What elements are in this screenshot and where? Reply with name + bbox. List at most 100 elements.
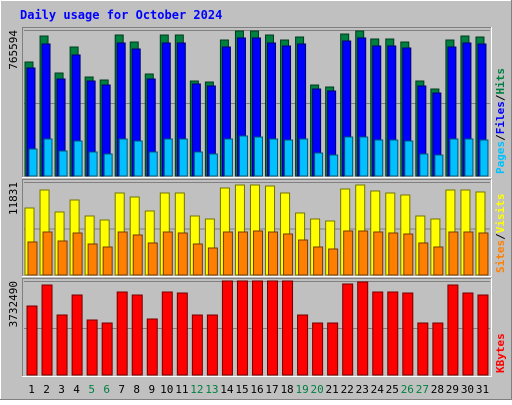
bar-pages-day-29 [449, 138, 459, 177]
bar-pages-day-1 [28, 148, 38, 177]
x-tick-label-day-9: 9 [148, 383, 155, 396]
bar-pages-day-5 [88, 151, 98, 177]
panel-max-label: 3732490 [7, 281, 20, 327]
bar-sites-day-12 [192, 243, 203, 276]
bar-sites-day-29 [448, 231, 459, 276]
bar-sites-day-7 [117, 231, 128, 276]
x-tick-label-day-15: 15 [235, 383, 248, 396]
bar-kbytes-day-20 [312, 322, 324, 376]
bar-sites-day-20 [313, 246, 324, 276]
bar-sites-day-27 [418, 242, 429, 276]
bar-kbytes-day-23 [357, 281, 369, 376]
bar-kbytes-day-4 [71, 294, 83, 376]
panel-legend: Sites/Visits [494, 194, 507, 274]
x-tick-label-day-2: 2 [43, 383, 50, 396]
x-tick-label-day-7: 7 [118, 383, 125, 396]
legend-hits: Hits [494, 68, 507, 95]
bar-sites-day-18 [283, 233, 294, 276]
x-tick-label-day-20: 20 [311, 383, 324, 396]
bar-pages-day-12 [193, 151, 203, 177]
bar-pages-day-16 [253, 136, 263, 177]
x-axis-labels: 1 2 3 4 5 6 7 8 9 10 11 12 13 14 15 16 17 18 19 20 21 22 23 24 2… [28, 383, 489, 396]
bar-pages-day-25 [389, 139, 399, 177]
x-tick-label-day-4: 4 [73, 383, 80, 396]
panel-2: 11831 Sites/Visits [7, 179, 507, 277]
bar-kbytes-day-12 [191, 314, 203, 376]
bar-sites-day-14 [222, 231, 233, 276]
x-tick-label-day-10: 10 [160, 383, 173, 396]
bar-pages-day-17 [269, 138, 279, 177]
panel-max-label: 11831 [7, 182, 20, 215]
legend-separator: / [494, 94, 507, 101]
x-tick-label-day-14: 14 [220, 383, 234, 396]
bar-sites-day-4 [72, 232, 83, 276]
bar-pages-day-11 [178, 138, 188, 177]
legend-separator: / [494, 233, 507, 240]
bar-pages-day-18 [284, 139, 294, 177]
bar-kbytes-day-5 [86, 319, 98, 376]
panels-layer: 765594Pages/Files/Hits11831Sites/Visits3… [7, 27, 507, 377]
bar-kbytes-day-25 [387, 291, 399, 376]
x-tick-label-day-31: 31 [476, 383, 489, 396]
bar-pages-day-24 [374, 139, 384, 177]
bar-sites-day-25 [388, 232, 399, 276]
x-tick-label-day-23: 23 [356, 383, 369, 396]
bar-sites-day-10 [162, 231, 173, 276]
panel-max-label: 765594 [7, 30, 20, 70]
legend-sites: Sites [494, 240, 507, 273]
bar-pages-day-27 [419, 153, 429, 177]
bar-kbytes-day-17 [267, 280, 279, 376]
x-tick-label-day-21: 21 [326, 383, 339, 396]
bar-kbytes-day-13 [206, 314, 218, 376]
bar-pages-day-6 [103, 153, 113, 177]
bar-sites-day-26 [403, 233, 414, 276]
bar-sites-day-31 [478, 232, 489, 276]
bar-kbytes-day-15 [236, 280, 248, 376]
bar-sites-day-19 [298, 239, 309, 276]
bar-kbytes-day-24 [372, 291, 384, 376]
bar-kbytes-day-29 [447, 284, 459, 376]
x-tick-label-day-1: 1 [28, 383, 35, 396]
bar-sites-day-16 [252, 230, 263, 276]
x-tick-label-day-5: 5 [88, 383, 95, 396]
x-tick-label-day-11: 11 [175, 383, 188, 396]
bar-pages-day-2 [43, 138, 53, 177]
bar-pages-day-9 [148, 151, 158, 177]
bar-kbytes-day-6 [101, 322, 113, 376]
x-tick-label-day-28: 28 [431, 383, 444, 396]
x-tick-label-day-16: 16 [250, 383, 263, 396]
legend-separator: / [494, 134, 507, 141]
bar-pages-day-19 [299, 138, 309, 177]
bar-sites-day-8 [132, 234, 143, 276]
bar-kbytes-day-16 [251, 280, 263, 376]
bar-kbytes-day-9 [146, 318, 158, 376]
x-tick-label-day-3: 3 [58, 383, 65, 396]
bar-pages-day-15 [238, 135, 248, 177]
panel-legend: Pages/Files/Hits [494, 68, 507, 174]
bar-pages-day-20 [314, 152, 324, 177]
bar-sites-day-13 [207, 247, 218, 276]
bar-pages-day-14 [223, 138, 233, 177]
bar-kbytes-day-26 [402, 292, 414, 376]
bar-pages-day-28 [434, 154, 444, 177]
bar-kbytes-day-8 [131, 294, 143, 376]
bar-kbytes-day-14 [221, 280, 233, 376]
x-tick-label-day-24: 24 [371, 383, 385, 396]
bar-kbytes-day-31 [477, 294, 489, 376]
bar-pages-day-31 [479, 139, 489, 177]
bar-pages-day-30 [464, 138, 474, 177]
bar-kbytes-day-18 [282, 280, 294, 376]
series-pages [28, 135, 489, 177]
bar-sites-day-1 [27, 241, 38, 276]
bar-pages-day-7 [118, 138, 128, 177]
chart-title: Daily usage for October 2024 [20, 8, 222, 22]
bar-kbytes-day-21 [327, 322, 339, 376]
bar-sites-day-23 [358, 230, 369, 276]
bar-sites-day-30 [463, 231, 474, 276]
bar-kbytes-day-19 [297, 314, 309, 376]
bar-kbytes-day-10 [161, 291, 173, 376]
x-tick-label-day-13: 13 [205, 383, 218, 396]
legend-visits: Visits [494, 194, 507, 234]
